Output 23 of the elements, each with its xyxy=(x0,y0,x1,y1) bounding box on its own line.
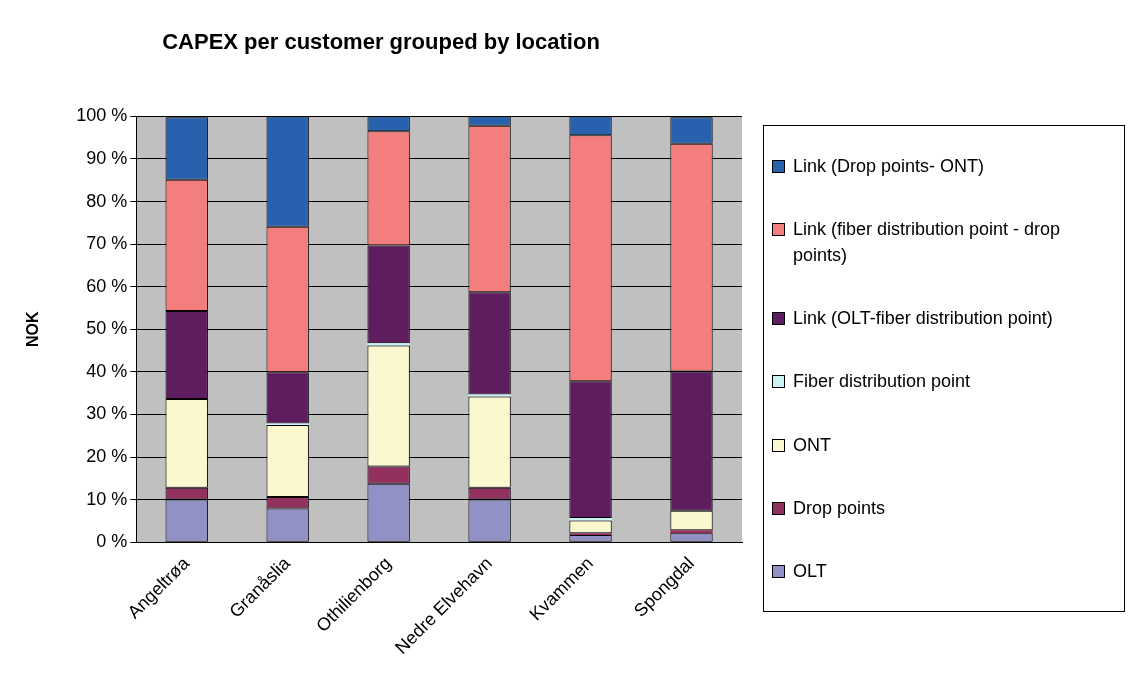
legend-label: Fiber distribution point xyxy=(793,370,971,394)
legend-label: Drop points xyxy=(793,497,886,521)
legend-label: Link (Drop points- ONT) xyxy=(793,154,985,178)
y-tick-label: 60 % xyxy=(86,275,128,296)
legend-label: Link (OLT-fiber distribution point) xyxy=(793,307,1053,331)
y-tick-label: 90 % xyxy=(86,147,128,168)
legend-label: OLT xyxy=(793,560,827,584)
bar xyxy=(468,394,511,397)
legend-label: Link (fiber distribution point - drop points) xyxy=(793,217,1062,267)
y-tick-label: 70 % xyxy=(86,233,128,254)
legend-label: ONT xyxy=(793,433,831,457)
y-tick-label: 0 % xyxy=(96,531,128,552)
y-tick-label: 30 % xyxy=(86,403,128,424)
chart-title: CAPEX per customer grouped by location xyxy=(162,29,600,55)
bar xyxy=(670,530,713,534)
y-tick-label: 20 % xyxy=(86,445,128,466)
y-tick-label: 50 % xyxy=(86,318,128,339)
y-tick-label: 40 % xyxy=(86,360,128,381)
y-axis-title: NOK xyxy=(24,311,42,348)
y-tick-label: 10 % xyxy=(86,488,128,509)
bar xyxy=(367,343,410,346)
y-tick-label: 100 % xyxy=(76,105,128,126)
y-tick-label: 80 % xyxy=(86,190,128,211)
